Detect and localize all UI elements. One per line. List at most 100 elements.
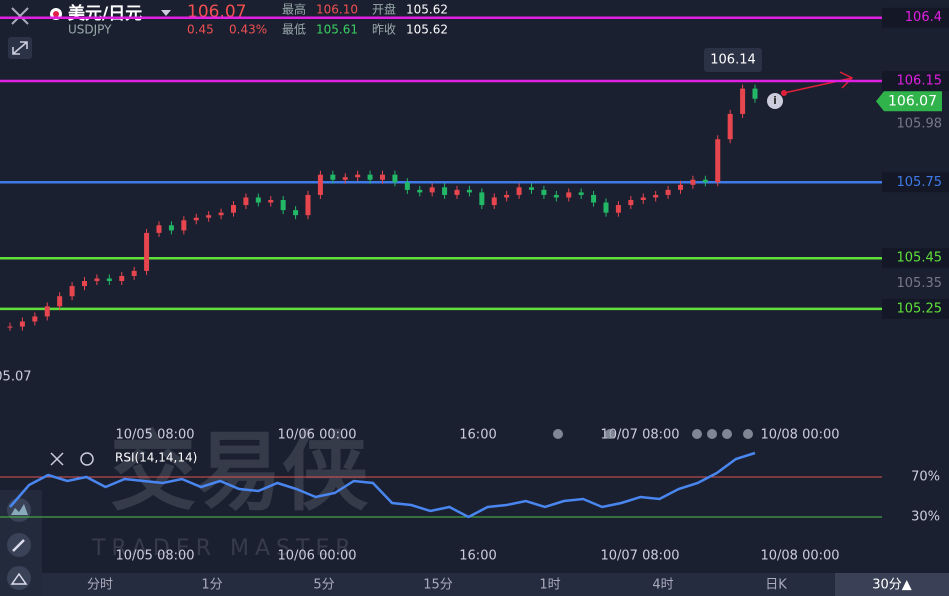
candle xyxy=(44,306,50,317)
candle xyxy=(491,197,497,206)
candle xyxy=(566,192,572,198)
expand-icon[interactable] xyxy=(8,37,32,59)
stat-value: 105.62 xyxy=(406,3,448,17)
candle xyxy=(342,177,348,180)
arrow-anchor xyxy=(781,90,787,96)
candle xyxy=(404,182,410,190)
stat-label: 昨收 xyxy=(372,23,396,37)
indicator-tool[interactable] xyxy=(7,498,31,522)
level-tag xyxy=(882,248,949,269)
candle xyxy=(653,194,659,198)
x-tick-label: 10/05 08:00 xyxy=(115,549,194,564)
candle xyxy=(678,184,683,190)
x-tick-label: 10/07 08:00 xyxy=(600,428,679,443)
candle xyxy=(367,174,373,180)
candle xyxy=(19,321,25,327)
candle xyxy=(355,174,361,178)
candle xyxy=(181,220,187,231)
pair[interactable]: 美元/日元 xyxy=(68,3,142,24)
current-price-tag xyxy=(876,91,942,112)
symbol: USDJPY xyxy=(68,23,112,37)
candle xyxy=(392,174,398,183)
candle xyxy=(94,278,100,282)
candle xyxy=(665,189,671,195)
tab[interactable]: 5分 xyxy=(313,578,334,593)
y-tick-label: 105.98 xyxy=(897,117,943,132)
tab[interactable]: 15分 xyxy=(423,578,453,593)
candle xyxy=(640,197,646,200)
stat-label: 最低 xyxy=(282,23,306,37)
draw-tool[interactable] xyxy=(7,533,31,557)
settings-rsi[interactable] xyxy=(80,452,94,466)
event-dot xyxy=(743,429,753,439)
level-label: 105.25 xyxy=(897,301,943,316)
candle xyxy=(529,187,534,190)
candle xyxy=(193,217,199,221)
candle xyxy=(206,215,212,218)
dropdown[interactable] xyxy=(161,10,171,16)
stat-label: 开盘 xyxy=(372,2,396,17)
level-label: 105.45 xyxy=(897,251,943,266)
candle xyxy=(591,194,597,203)
candle xyxy=(82,281,87,287)
candle xyxy=(32,316,38,322)
candle xyxy=(168,225,174,231)
low-label: 105.07 xyxy=(0,370,32,385)
info-icon-text: i xyxy=(773,94,777,107)
event-dot xyxy=(707,429,717,439)
tab-selected xyxy=(835,573,949,596)
candle xyxy=(578,192,584,195)
event-dot xyxy=(692,429,702,439)
level-tag xyxy=(882,71,949,92)
stat-value: 105.61 xyxy=(316,23,358,37)
candle xyxy=(57,296,63,307)
event-dot xyxy=(722,429,732,439)
stat-label: 最高 xyxy=(282,2,306,17)
close-rsi[interactable] xyxy=(50,452,64,466)
candle xyxy=(293,210,299,216)
high-label: 106.14 xyxy=(710,53,756,68)
rsi-line xyxy=(9,451,756,519)
event-dot xyxy=(605,429,615,439)
candle xyxy=(603,202,609,213)
candle xyxy=(479,192,485,206)
change: 0.45 xyxy=(187,23,214,37)
level-label: 106.15 xyxy=(897,74,943,89)
candle xyxy=(218,212,224,216)
candle xyxy=(380,174,385,180)
change-pct: 0.43% xyxy=(229,23,267,37)
tab[interactable]: 30分▲ xyxy=(872,578,912,593)
close-icon[interactable] xyxy=(11,7,29,25)
tab[interactable]: 分时 xyxy=(87,578,113,593)
candle xyxy=(305,194,311,216)
candle xyxy=(702,179,708,183)
candle xyxy=(106,278,112,282)
x-tick-label: 10/07 08:00 xyxy=(600,549,679,564)
candle xyxy=(628,200,634,206)
candle xyxy=(752,88,758,99)
tab[interactable]: 4时 xyxy=(652,578,673,593)
candle xyxy=(541,189,547,195)
x-tick-label: 10/06 00:00 xyxy=(277,549,356,564)
rsi-title: RSI(14,14,14) xyxy=(115,451,197,465)
tab-bar xyxy=(42,573,949,596)
x-tick-label: 10/08 00:00 xyxy=(760,428,839,443)
info-icon[interactable] xyxy=(767,93,783,109)
candle xyxy=(442,187,448,195)
candle xyxy=(727,113,733,140)
trend-tool[interactable] xyxy=(7,566,31,590)
stat-value: 106.10 xyxy=(316,3,358,17)
candle xyxy=(553,194,559,198)
tab[interactable]: 日K xyxy=(765,578,787,593)
candle xyxy=(690,179,696,185)
watermark: 交易侠 xyxy=(110,422,369,522)
candle xyxy=(330,174,336,180)
x-tick-label: 16:00 xyxy=(459,549,496,564)
tab[interactable]: 1分 xyxy=(201,578,222,593)
event-dot xyxy=(553,429,563,439)
tab[interactable]: 1时 xyxy=(539,578,560,593)
candle xyxy=(516,187,522,195)
level-tag xyxy=(882,7,949,28)
